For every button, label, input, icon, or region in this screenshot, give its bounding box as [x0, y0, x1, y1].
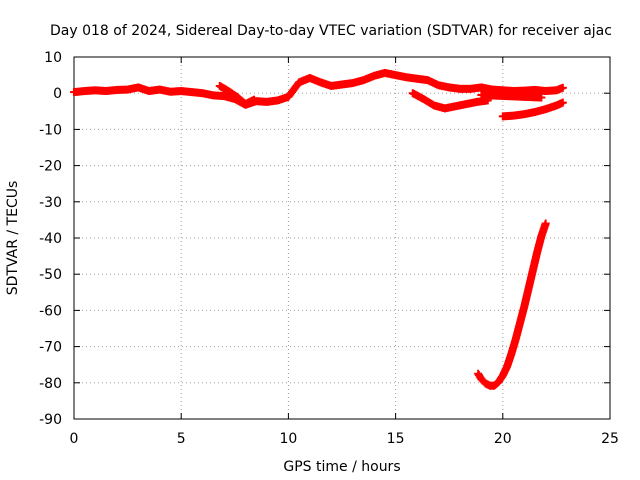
x-tick-label: 5 [177, 431, 186, 447]
data-point-deep-dip [541, 219, 550, 228]
y-tick-label: -40 [39, 231, 62, 247]
chart-title: Day 018 of 2024, Sidereal Day-to-day VTE… [50, 23, 612, 39]
y-tick-label: -90 [39, 412, 62, 428]
x-tick-label: 0 [70, 431, 79, 447]
y-tick-label: -80 [39, 376, 62, 392]
y-axis-title: SDTVAR / TECUs [5, 181, 21, 296]
y-tick-label: 0 [53, 86, 62, 102]
y-tick-label: 10 [44, 50, 62, 66]
y-tick-labels: 10 0 -10 -20 -30 -40 -50 -60 -70 -80 -90 [39, 50, 62, 428]
x-tick-label: 25 [601, 431, 619, 447]
x-tick-labels: 0 5 10 15 20 25 [70, 431, 619, 447]
axis-ticks [73, 56, 611, 420]
data-point-branch-hump [250, 95, 259, 104]
y-tick-label: -50 [39, 267, 62, 283]
data-point-late-drop [537, 93, 546, 102]
y-tick-label: -10 [39, 122, 62, 138]
x-axis-title: GPS time / hours [283, 459, 400, 475]
x-tick-label: 20 [494, 431, 512, 447]
y-tick-label: -70 [39, 340, 62, 356]
y-tick-label: -20 [39, 159, 62, 175]
x-tick-label: 10 [279, 431, 297, 447]
data-points [70, 68, 567, 390]
y-tick-label: -60 [39, 303, 62, 319]
data-point-right-branch [558, 98, 567, 107]
x-tick-label: 15 [387, 431, 405, 447]
data-point-main-track [558, 83, 567, 92]
y-tick-label: -30 [39, 195, 62, 211]
